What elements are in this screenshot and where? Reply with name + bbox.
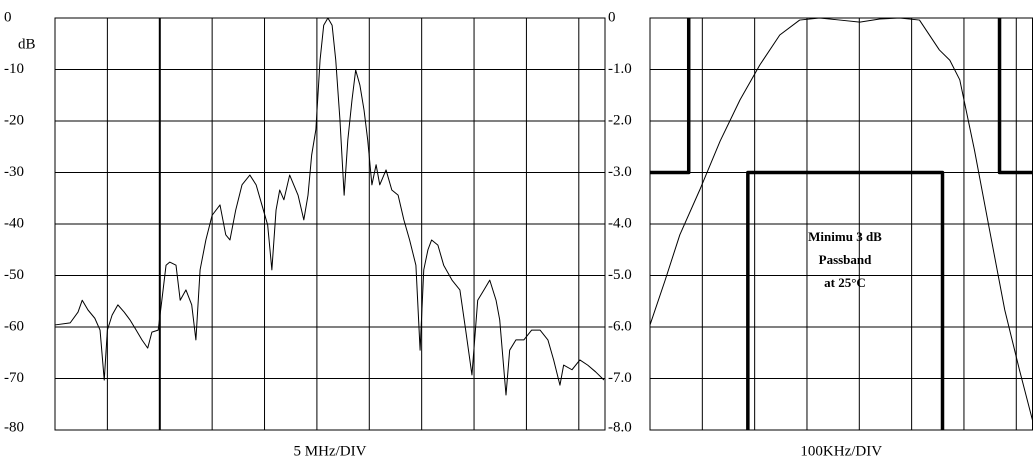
trace [54,17,605,396]
y-tick-label: -80 [4,419,24,435]
y-tick-label: 0 [608,9,616,25]
y-tick-label: -50 [4,267,24,283]
y-tick-label: -40 [4,215,24,231]
y-tick-label: -10 [4,61,24,77]
y-tick-label: -20 [4,112,24,128]
y-tick-label: -4.0 [608,215,632,231]
annotation: Minimu 3 dB [808,229,882,244]
y-tick-label: -6.0 [608,318,632,334]
trace [649,17,1033,421]
y-tick-label: 0 [4,9,12,25]
y-tick-label: -5.0 [608,267,632,283]
y-tick-label: -2.0 [608,112,632,128]
trace [650,18,1033,430]
annotation: Passband [819,252,873,267]
x-axis-label: 100KHz/DIV [800,443,882,459]
x-axis-label: 5 MHz/DIV [294,443,367,459]
y-tick-label: -70 [4,370,24,386]
y-tick-label: -7.0 [608,370,632,386]
annotation: at 25°C [824,275,866,290]
y-tick-label: -8.0 [608,419,632,435]
y-tick-label: -60 [4,318,24,334]
y-tick-label: -1.0 [608,61,632,77]
y-tick-label: -3.0 [608,164,632,180]
y-axis-label: dB [18,36,36,52]
y-tick-label: -30 [4,164,24,180]
